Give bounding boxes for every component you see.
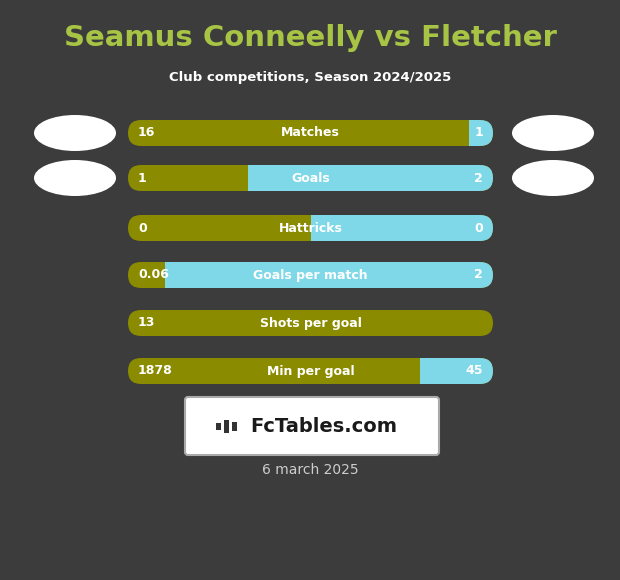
- Bar: [469, 120, 481, 146]
- FancyBboxPatch shape: [128, 120, 493, 146]
- Text: Goals per match: Goals per match: [253, 269, 368, 281]
- Text: Seamus Conneelly vs Fletcher: Seamus Conneelly vs Fletcher: [64, 24, 556, 52]
- Text: Club competitions, Season 2024/2025: Club competitions, Season 2024/2025: [169, 71, 451, 85]
- Text: 16: 16: [138, 126, 156, 140]
- FancyBboxPatch shape: [469, 120, 493, 146]
- Text: 45: 45: [466, 364, 483, 378]
- Text: 2: 2: [474, 172, 483, 184]
- Ellipse shape: [34, 115, 116, 151]
- Bar: [232, 422, 237, 430]
- Text: 1: 1: [474, 126, 483, 140]
- Text: Shots per goal: Shots per goal: [260, 317, 361, 329]
- Text: 1878: 1878: [138, 364, 173, 378]
- Bar: [164, 262, 182, 288]
- Text: 2: 2: [474, 269, 483, 281]
- Text: 13: 13: [138, 317, 156, 329]
- Text: Min per goal: Min per goal: [267, 364, 354, 378]
- FancyBboxPatch shape: [249, 165, 493, 191]
- Text: Matches: Matches: [281, 126, 340, 140]
- Text: 0: 0: [138, 222, 147, 234]
- FancyBboxPatch shape: [128, 262, 493, 288]
- Text: Goals: Goals: [291, 172, 330, 184]
- Bar: [216, 422, 221, 430]
- FancyBboxPatch shape: [128, 310, 493, 336]
- Text: 1: 1: [138, 172, 147, 184]
- FancyBboxPatch shape: [185, 397, 439, 455]
- Bar: [420, 358, 437, 384]
- Bar: [224, 419, 229, 433]
- Text: 6 march 2025: 6 march 2025: [262, 463, 358, 477]
- FancyBboxPatch shape: [128, 358, 493, 384]
- Text: 0: 0: [474, 222, 483, 234]
- FancyBboxPatch shape: [311, 215, 493, 241]
- FancyBboxPatch shape: [164, 262, 493, 288]
- Ellipse shape: [34, 160, 116, 196]
- Ellipse shape: [512, 115, 594, 151]
- Bar: [249, 165, 265, 191]
- Text: 0.06: 0.06: [138, 269, 169, 281]
- Ellipse shape: [512, 160, 594, 196]
- FancyBboxPatch shape: [128, 165, 493, 191]
- Bar: [311, 215, 327, 241]
- Text: Hattricks: Hattricks: [278, 222, 342, 234]
- FancyBboxPatch shape: [128, 215, 493, 241]
- Text: FcTables.com: FcTables.com: [250, 416, 397, 436]
- FancyBboxPatch shape: [420, 358, 493, 384]
